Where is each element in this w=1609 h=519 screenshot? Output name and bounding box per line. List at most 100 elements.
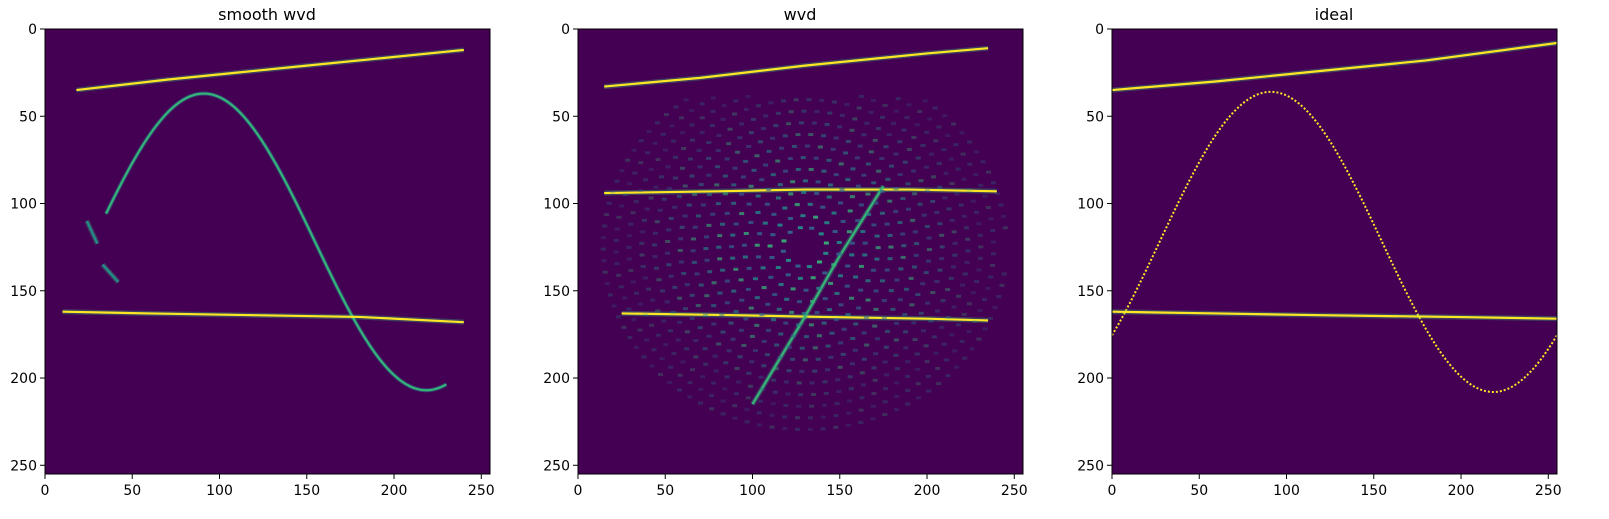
interference-cell <box>724 211 730 215</box>
interference-cell <box>822 380 828 384</box>
interference-cell <box>785 392 791 396</box>
interference-cell <box>936 161 942 165</box>
interference-cell <box>797 276 803 280</box>
interference-cell <box>699 102 705 106</box>
interference-cell <box>752 349 758 353</box>
interference-cell <box>990 263 996 267</box>
interference-cell <box>746 266 752 270</box>
interference-cell <box>816 334 822 338</box>
interference-cell <box>945 315 951 319</box>
axes-frame <box>44 28 491 475</box>
interference-cell <box>912 230 918 234</box>
interference-cell <box>724 279 730 283</box>
interference-cell <box>833 425 839 429</box>
interference-cell <box>795 427 801 431</box>
interference-cell <box>905 388 911 392</box>
interference-cell <box>862 253 868 257</box>
interference-cell <box>732 112 738 116</box>
interference-cell <box>820 415 826 419</box>
interference-cell <box>882 360 888 364</box>
interference-cell <box>689 109 695 113</box>
interference-cell <box>667 380 673 384</box>
interference-cell <box>732 404 738 408</box>
ridge-line <box>101 263 120 283</box>
interference-cell <box>769 413 775 417</box>
interference-cell <box>800 156 806 160</box>
interference-cell <box>882 413 888 417</box>
interference-cell <box>774 343 780 347</box>
interference-cell <box>800 214 806 218</box>
interference-cell <box>965 249 971 253</box>
interference-cell <box>761 364 767 368</box>
interference-cell <box>652 255 658 259</box>
interference-cell <box>646 287 652 291</box>
interference-cell <box>933 139 939 143</box>
interference-cell <box>677 388 683 392</box>
interference-cell <box>951 122 957 126</box>
interference-cell <box>859 371 865 375</box>
interference-cell <box>683 98 689 102</box>
interference-cell <box>710 381 716 385</box>
interference-cell <box>672 205 678 209</box>
interference-cell <box>939 245 945 249</box>
interference-cell <box>762 221 768 225</box>
interference-cell <box>821 321 827 325</box>
interference-cell <box>668 274 674 278</box>
interference-cell <box>782 134 788 138</box>
interference-cell <box>942 196 948 200</box>
interference-cell <box>778 332 784 336</box>
interference-cell <box>823 391 829 395</box>
interference-cell <box>911 169 917 173</box>
interference-cell <box>820 205 826 209</box>
ridge-line <box>1112 310 1557 320</box>
interference-cell <box>932 106 938 110</box>
interference-cell <box>884 222 890 226</box>
interference-cell <box>879 156 885 160</box>
interference-cell <box>883 345 889 349</box>
interference-cell <box>834 402 840 406</box>
interference-cell <box>866 212 872 216</box>
interference-cell <box>652 231 658 235</box>
ridge-line <box>604 188 997 195</box>
x-tick-label: 150 <box>1360 483 1387 499</box>
interference-cell <box>641 355 647 359</box>
interference-cell <box>880 115 886 119</box>
interference-cell <box>610 190 616 194</box>
interference-cell <box>787 230 793 234</box>
interference-cell <box>773 367 779 371</box>
interference-cell <box>959 131 965 135</box>
x-tick-label: 0 <box>1108 483 1117 499</box>
interference-cell <box>760 388 766 392</box>
interference-cell <box>861 173 867 177</box>
interference-cell <box>920 282 926 286</box>
interference-cell <box>853 322 859 326</box>
interference-cell <box>858 408 864 412</box>
interference-cell <box>662 148 668 152</box>
interference-cell <box>769 255 775 259</box>
interference-cell <box>873 201 879 205</box>
interference-cell <box>924 360 930 364</box>
ridge-line <box>604 47 989 88</box>
interference-cell <box>755 104 761 108</box>
interference-cell <box>897 140 903 144</box>
interference-cell <box>976 222 982 226</box>
y-tick-label: 200 <box>543 371 570 387</box>
interference-cell <box>857 144 863 148</box>
interference-cell <box>739 192 745 196</box>
interference-cell <box>885 177 891 181</box>
interference-cell <box>835 378 841 382</box>
interference-cell <box>893 408 899 412</box>
interference-cell <box>720 330 726 334</box>
interference-cell <box>783 380 789 384</box>
interference-cell <box>967 162 973 166</box>
interference-cell <box>730 256 736 260</box>
interference-cell <box>671 352 677 356</box>
x-tick-label: 100 <box>206 483 233 499</box>
interference-cell <box>981 298 987 302</box>
interference-cell <box>810 276 816 280</box>
interference-cell <box>694 272 700 276</box>
interference-cell <box>691 260 697 264</box>
interference-cell <box>787 157 793 161</box>
interference-cell <box>888 245 894 249</box>
interference-cell <box>715 149 721 153</box>
